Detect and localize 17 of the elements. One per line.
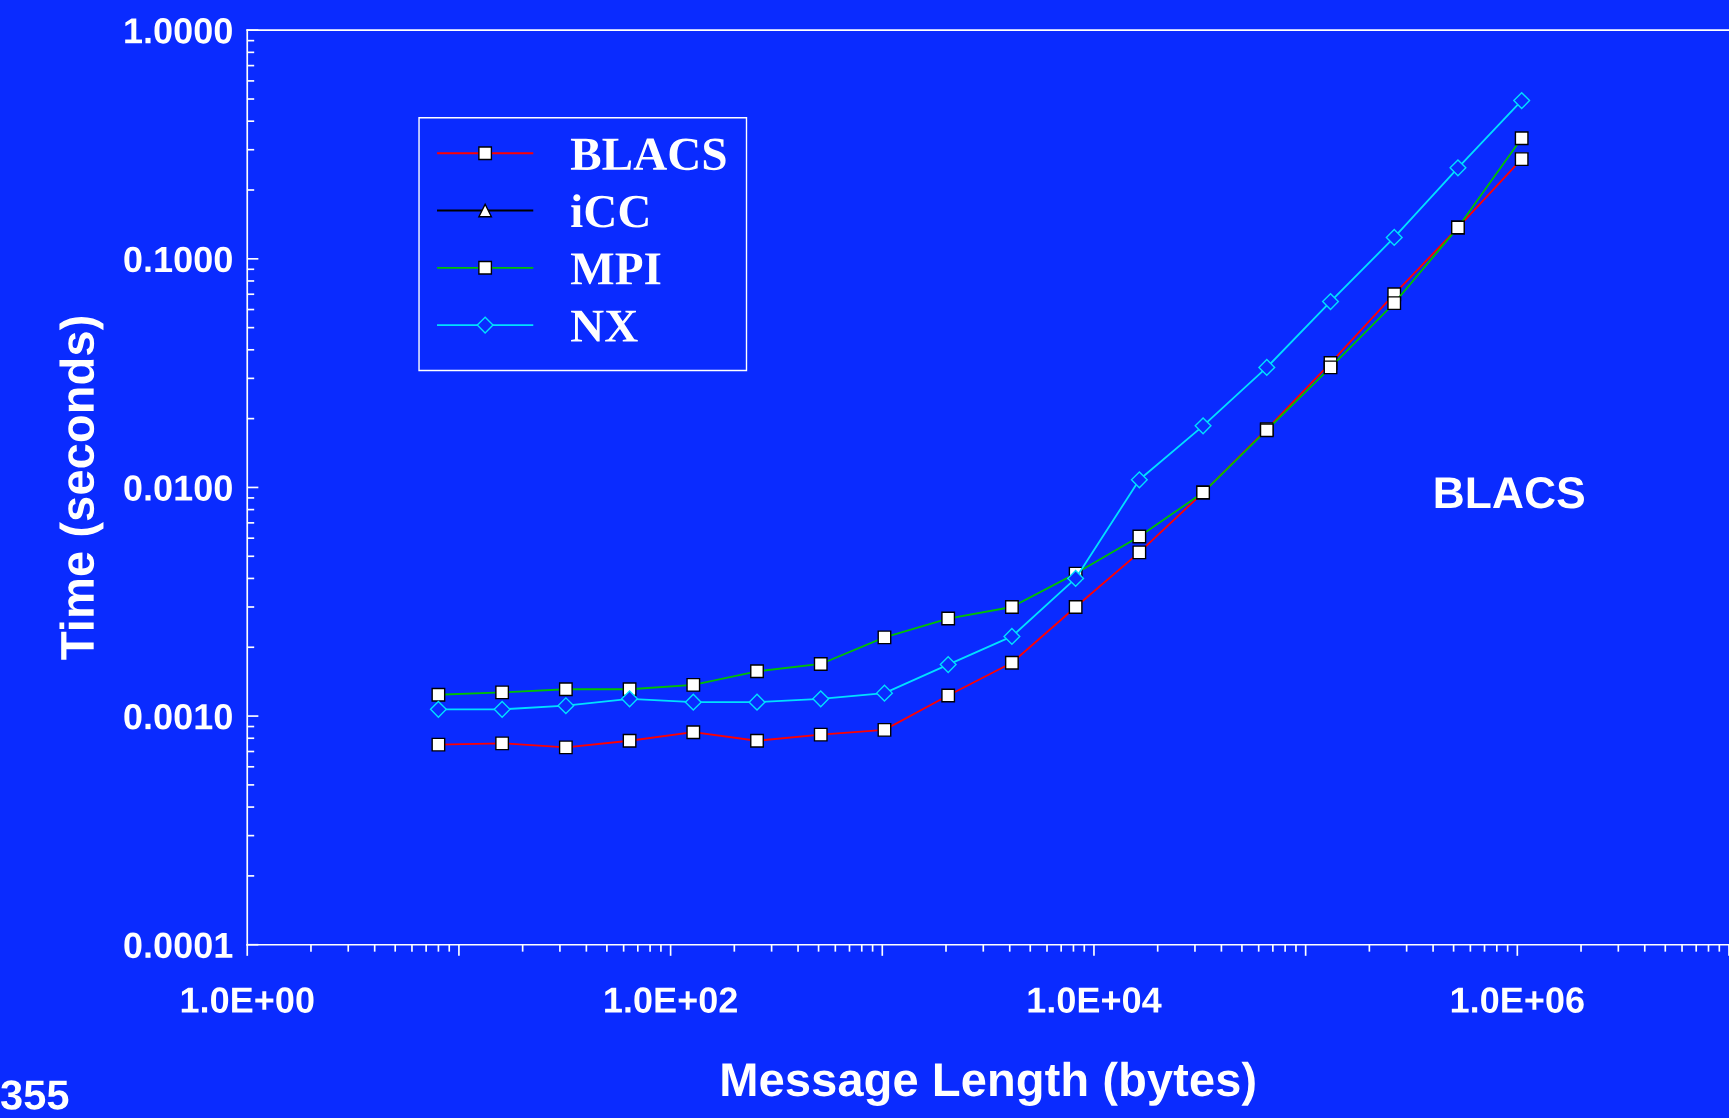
legend-label: MPI: [570, 253, 661, 285]
y-tick-label: 0.1000: [124, 246, 232, 273]
y-tick-label: 0.0100: [124, 475, 232, 501]
legend-label: iCC: [571, 194, 648, 228]
legend-label: BLACS: [570, 138, 726, 171]
text: 355: [0, 1080, 69, 1110]
y-tick-label: 0.0001: [124, 932, 233, 959]
y-axis-title: Time (seconds): [59, 317, 104, 660]
y-tick-label: 1.0000: [125, 18, 232, 44]
x-tick-label: 1.0E+06: [1451, 987, 1584, 1013]
annotation: BLACS: [1435, 477, 1584, 509]
x-tick-label: 1.0E+04: [1028, 987, 1162, 1013]
x-tick-label: 1.0E+00: [181, 987, 314, 1013]
legend-label: NX: [571, 310, 638, 342]
x-axis-title: Message Length (bytes): [722, 1061, 1255, 1106]
x-tick-label: 1.0E+02: [605, 987, 737, 1013]
y-tick-label: 0.0010: [124, 703, 232, 730]
